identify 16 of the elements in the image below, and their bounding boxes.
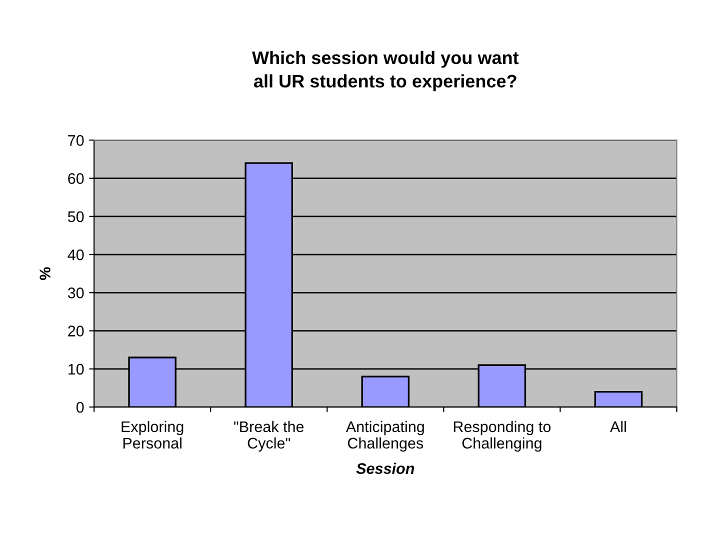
x-tick-label: Anticipating Challenges [346,420,424,452]
x-tick-label: All [610,420,626,432]
y-tick-label: 60 [68,173,84,184]
x-axis-title: Session [356,462,414,474]
y-tick-label: 50 [68,211,84,222]
x-tick-label: "Break the Cycle" [234,420,304,452]
chart-title: Which session would you want all UR students to experience? [252,50,519,92]
y-tick-label: 40 [68,249,84,260]
x-tick-label: Exploring Personal [122,420,184,449]
y-axis-title: % [40,267,50,280]
y-tick-label: 0 [76,402,84,413]
y-tick-label: 20 [68,326,84,336]
x-tick-label: Responding to Challenging [454,420,551,452]
y-tick-label: 10 [68,364,84,375]
y-tick-label: 70 [68,135,84,146]
y-tick-label: 30 [68,288,84,298]
